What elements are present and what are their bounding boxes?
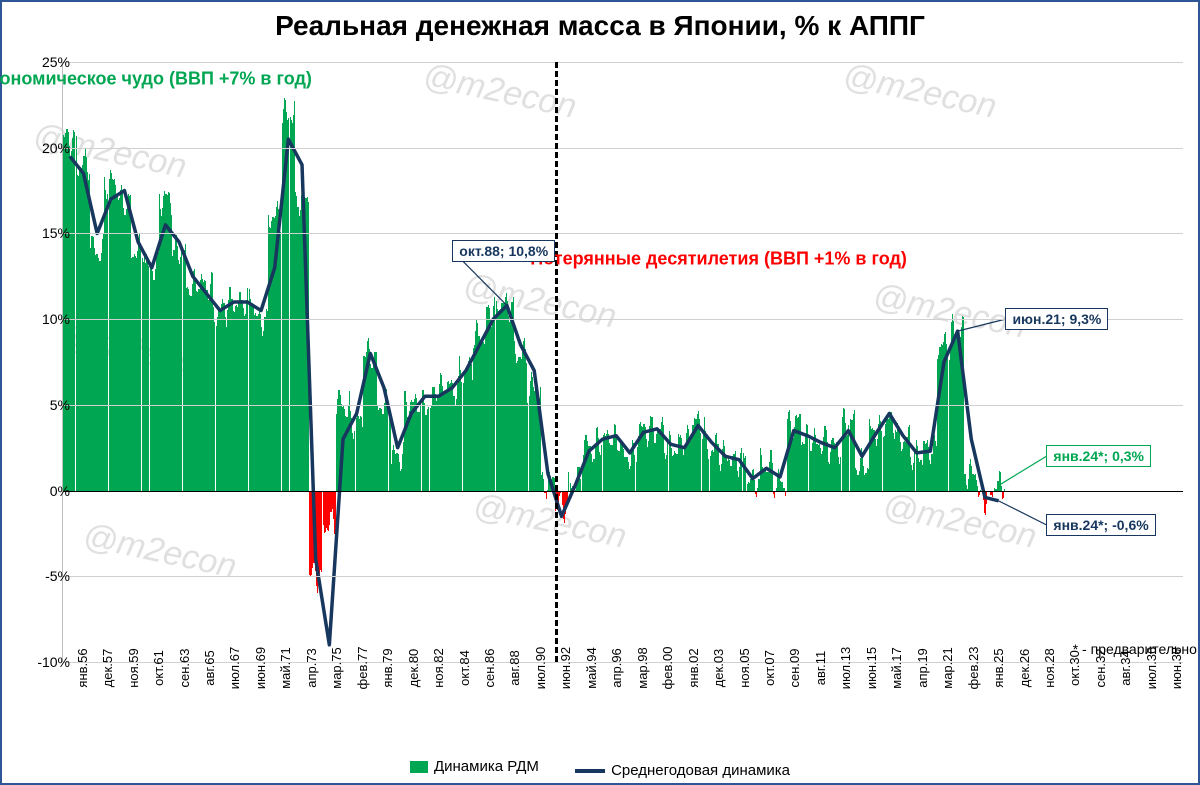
ytick-label: 5% bbox=[10, 397, 70, 413]
xtick-label: июл.13 bbox=[838, 647, 853, 689]
xtick-label: фев.23 bbox=[966, 647, 981, 690]
gridline bbox=[63, 405, 1183, 406]
x-axis: янв.56дек.57ноя.59окт.61сен.63авг.65июл.… bbox=[62, 662, 1182, 752]
legend-swatch-bar bbox=[410, 761, 428, 773]
xtick-label: ноя.05 bbox=[737, 648, 752, 688]
xtick-label: май.94 bbox=[584, 647, 599, 689]
xtick-label: окт.84 bbox=[457, 650, 472, 686]
legend-item-line: Среднегодовая динамика bbox=[575, 762, 790, 779]
xtick-label: апр.73 bbox=[304, 648, 319, 688]
xtick-label: авг.88 bbox=[507, 650, 522, 685]
xtick-label: дек.26 bbox=[1017, 649, 1032, 688]
callout-jan24n: янв.24*; -0,6% bbox=[1046, 514, 1155, 536]
gridline bbox=[63, 576, 1183, 577]
xtick-label: дек.57 bbox=[100, 649, 115, 688]
legend-swatch-line bbox=[575, 769, 605, 773]
legend-item-bars: Динамика РДМ bbox=[410, 758, 539, 775]
xtick-label: июн.69 bbox=[253, 647, 268, 689]
xtick-label: окт.61 bbox=[151, 650, 166, 686]
callout-leader bbox=[999, 501, 1047, 525]
xtick-label: июн.92 bbox=[558, 647, 573, 689]
ytick-label: 25% bbox=[10, 54, 70, 70]
xtick-label: май.71 bbox=[278, 647, 293, 689]
chart-frame: Реальная денежная масса в Японии, % к АП… bbox=[0, 0, 1200, 785]
era-label: Экономическое чудо (ВВП +7% в год) bbox=[0, 69, 312, 90]
xtick-label: сен.63 bbox=[177, 649, 192, 688]
xtick-label: май.17 bbox=[889, 647, 904, 689]
xtick-label: ноя.59 bbox=[126, 648, 141, 688]
ytick-label: 0% bbox=[10, 483, 70, 499]
era-label: Потерянные десятилетия (ВВП +1% в год) bbox=[530, 249, 907, 270]
callout-oct88: окт.88; 10,8% bbox=[452, 240, 555, 262]
xtick-label: окт.07 bbox=[762, 650, 777, 686]
xtick-label: июл.67 bbox=[227, 647, 242, 689]
chart-title: Реальная денежная масса в Японии, % к АП… bbox=[2, 10, 1198, 42]
xtick-label: янв.56 bbox=[75, 648, 90, 687]
xtick-label: дек.80 bbox=[406, 649, 421, 688]
xtick-label: июн.15 bbox=[864, 647, 879, 689]
xtick-label: авг.65 bbox=[202, 650, 217, 685]
xtick-label: янв.25 bbox=[991, 648, 1006, 687]
callout-leader bbox=[999, 456, 1047, 485]
line-overlay bbox=[63, 62, 1183, 662]
xtick-label: сен.09 bbox=[787, 649, 802, 688]
ytick-label: 20% bbox=[10, 140, 70, 156]
callout-leader bbox=[958, 319, 1006, 331]
xtick-label: дек.03 bbox=[711, 649, 726, 688]
xtick-label: ноя.28 bbox=[1042, 648, 1057, 688]
xtick-label: янв.02 bbox=[686, 648, 701, 687]
xtick-label: апр.19 bbox=[915, 648, 930, 688]
legend: Динамика РДМ Среднегодовая динамика bbox=[2, 758, 1198, 779]
xtick-label: янв.79 bbox=[380, 648, 395, 687]
gridline bbox=[63, 491, 1183, 492]
xtick-label: ноя.82 bbox=[431, 648, 446, 688]
legend-label-bars: Динамика РДМ bbox=[434, 758, 539, 775]
callout-jun21: июн.21; 9,3% bbox=[1005, 308, 1108, 330]
gridline bbox=[63, 62, 1183, 63]
gridline bbox=[63, 148, 1183, 149]
xtick-label: апр.96 bbox=[609, 648, 624, 688]
footnote: * - предварительно bbox=[1073, 641, 1197, 657]
xtick-label: сен.86 bbox=[482, 649, 497, 688]
legend-label-line: Среднегодовая динамика bbox=[611, 762, 790, 779]
era-divider bbox=[555, 62, 558, 662]
ytick-label: -5% bbox=[10, 568, 70, 584]
xtick-label: мар.75 bbox=[329, 647, 344, 688]
callout-jan24g: янв.24*; 0,3% bbox=[1046, 445, 1151, 467]
xtick-label: июл.90 bbox=[533, 647, 548, 689]
ytick-label: 10% bbox=[10, 311, 70, 327]
xtick-label: мар.21 bbox=[940, 647, 955, 688]
xtick-label: авг.11 bbox=[813, 651, 828, 685]
ytick-label: 15% bbox=[10, 225, 70, 241]
xtick-label: фев.00 bbox=[660, 647, 675, 690]
xtick-label: мар.98 bbox=[635, 647, 650, 688]
gridline bbox=[63, 233, 1183, 234]
xtick-label: фев.77 bbox=[355, 647, 370, 690]
trend-line bbox=[70, 139, 999, 645]
ytick-label: -10% bbox=[10, 654, 70, 670]
plot-area: Экономическое чудо (ВВП +7% в год)Потеря… bbox=[62, 62, 1183, 662]
